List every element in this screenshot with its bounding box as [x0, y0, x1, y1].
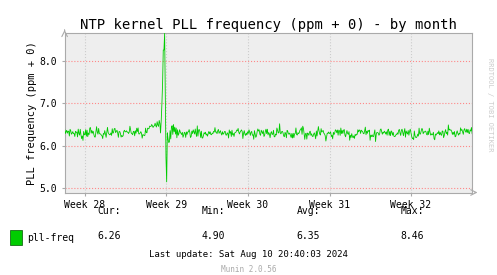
Title: NTP kernel PLL frequency (ppm + 0) - by month: NTP kernel PLL frequency (ppm + 0) - by …: [80, 18, 457, 32]
Text: pll-freq: pll-freq: [27, 233, 75, 243]
Text: 6.35: 6.35: [296, 231, 320, 241]
Text: Munin 2.0.56: Munin 2.0.56: [221, 265, 276, 274]
Text: Min:: Min:: [202, 207, 226, 216]
Text: RRDTOOL / TOBI OETIKER: RRDTOOL / TOBI OETIKER: [487, 58, 493, 151]
Text: Max:: Max:: [401, 207, 424, 216]
Text: Avg:: Avg:: [296, 207, 320, 216]
Text: 6.26: 6.26: [97, 231, 121, 241]
Text: Last update: Sat Aug 10 20:40:03 2024: Last update: Sat Aug 10 20:40:03 2024: [149, 250, 348, 259]
Text: 4.90: 4.90: [202, 231, 226, 241]
Text: Cur:: Cur:: [97, 207, 121, 216]
Y-axis label: PLL frequency (ppm + 0): PLL frequency (ppm + 0): [26, 41, 37, 185]
Text: 8.46: 8.46: [401, 231, 424, 241]
